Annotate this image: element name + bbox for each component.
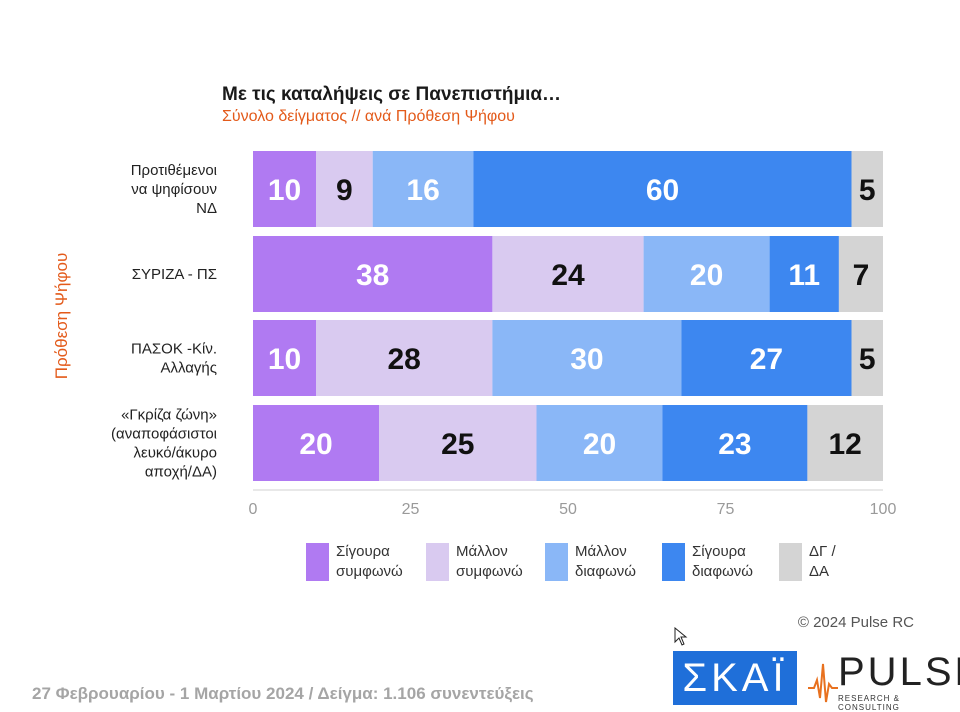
copyright-text: © 2024 Pulse RC	[797, 614, 914, 631]
legend-label: Μάλλον διαφωνώ	[575, 543, 637, 580]
category-label-line: να ψηφίσουν	[131, 181, 217, 198]
x-tick-label: 25	[402, 501, 420, 518]
data-label: 12	[829, 428, 862, 461]
bar-segment	[316, 151, 373, 227]
data-label: 20	[299, 428, 332, 461]
data-label: 20	[583, 428, 616, 461]
x-tick-label: 100	[870, 501, 897, 518]
data-label: 11	[788, 259, 820, 292]
data-label: 5	[859, 174, 876, 207]
data-label: 16	[406, 174, 439, 207]
category-label: ΣΥΡΙΖΑ - ΠΣ	[132, 266, 217, 283]
data-label: 24	[551, 259, 585, 292]
bar-segment	[473, 151, 852, 227]
bar-segment	[536, 405, 663, 481]
category-label-line: λευκό/άκυρο	[134, 445, 217, 462]
legend-swatch	[779, 543, 802, 581]
pulse-logo: PULSE RESEARCH & CONSULTING	[808, 650, 960, 712]
bar-segment	[492, 236, 644, 312]
legend-swatch	[306, 543, 329, 581]
chart-title: Με τις καταλήψεις σε Πανεπιστήμια…	[222, 84, 562, 105]
category-label: «Γκρίζα ζώνη» (αναποφάσιστοι λευκό/άκυρο απ…	[111, 407, 217, 481]
data-label: 10	[268, 343, 301, 376]
legend-swatch	[426, 543, 449, 581]
data-label: 23	[718, 428, 751, 461]
data-label: 60	[646, 174, 679, 207]
category-label-line: Αλλαγής	[160, 360, 217, 377]
category-label: ΠΑΣΟΚ -Κίν. Αλλαγής	[131, 341, 217, 377]
category-label-line: ΣΥΡΙΖΑ - ΠΣ	[132, 266, 217, 283]
data-label: 27	[750, 343, 783, 376]
data-label: 10	[268, 174, 301, 207]
chart-subtitle: Σύνολο δείγματος // ανά Πρόθεση Ψήφου	[222, 108, 515, 125]
footer-text: 27 Φεβρουαρίου - 1 Μαρτίου 2024 / Δείγμα…	[32, 684, 534, 703]
bar-segment	[372, 151, 474, 227]
bar-segment	[838, 236, 883, 312]
data-label: 7	[853, 259, 870, 292]
bar-segment	[681, 320, 852, 396]
bar-segment	[253, 405, 379, 481]
data-label: 28	[388, 343, 421, 376]
legend-swatch	[545, 543, 568, 581]
legend-label: Σίγουρα συμφωνώ	[336, 543, 403, 580]
skai-logo: ΣΚΑΪ	[673, 651, 797, 705]
data-label: 30	[570, 343, 603, 376]
category-label-line: «Γκρίζα ζώνη»	[121, 407, 217, 424]
x-tick-label: 50	[559, 501, 577, 518]
bar-segment	[769, 236, 839, 312]
category-label-line: αποχή/ΔΑ)	[145, 464, 217, 481]
x-tick-label: 75	[717, 501, 735, 518]
x-tick-label: 0	[249, 501, 258, 518]
category-label-line: (αναποφάσιστοι	[111, 426, 217, 443]
bar-segment	[379, 405, 537, 481]
pulse-logo-sub: RESEARCH & CONSULTING	[838, 694, 901, 712]
pulse-logo-word: PULSE	[838, 650, 960, 694]
data-label: 20	[690, 259, 723, 292]
bar-segment	[316, 320, 493, 396]
category-label: Προτιθέμενοι να ψηφίσουν ΝΔ	[131, 162, 217, 217]
category-label-line: ΝΔ	[196, 200, 217, 217]
data-label: 25	[441, 428, 474, 461]
legend-label: ΔΓ / ΔΑ	[809, 543, 836, 580]
legend-swatch	[662, 543, 685, 581]
bar-segment	[253, 151, 316, 227]
bar-segment	[492, 320, 682, 396]
bar-segment	[253, 236, 493, 312]
category-label-line: Προτιθέμενοι	[131, 162, 217, 179]
bar-segment	[253, 320, 316, 396]
data-label: 9	[336, 174, 353, 207]
data-label: 38	[356, 259, 389, 292]
mouse-cursor-icon	[674, 627, 688, 646]
pulse-wave-icon	[808, 663, 838, 703]
legend-label: Μάλλον συμφωνώ	[456, 543, 523, 580]
category-label-line: ΠΑΣΟΚ -Κίν.	[131, 341, 217, 358]
bar-segment	[662, 405, 808, 481]
legend-label: Σίγουρα διαφωνώ	[692, 543, 754, 580]
bar-segment	[807, 405, 883, 481]
bar-segment	[643, 236, 770, 312]
bar-segment	[851, 320, 883, 396]
data-label: 5	[859, 343, 876, 376]
bar-segment	[851, 151, 883, 227]
